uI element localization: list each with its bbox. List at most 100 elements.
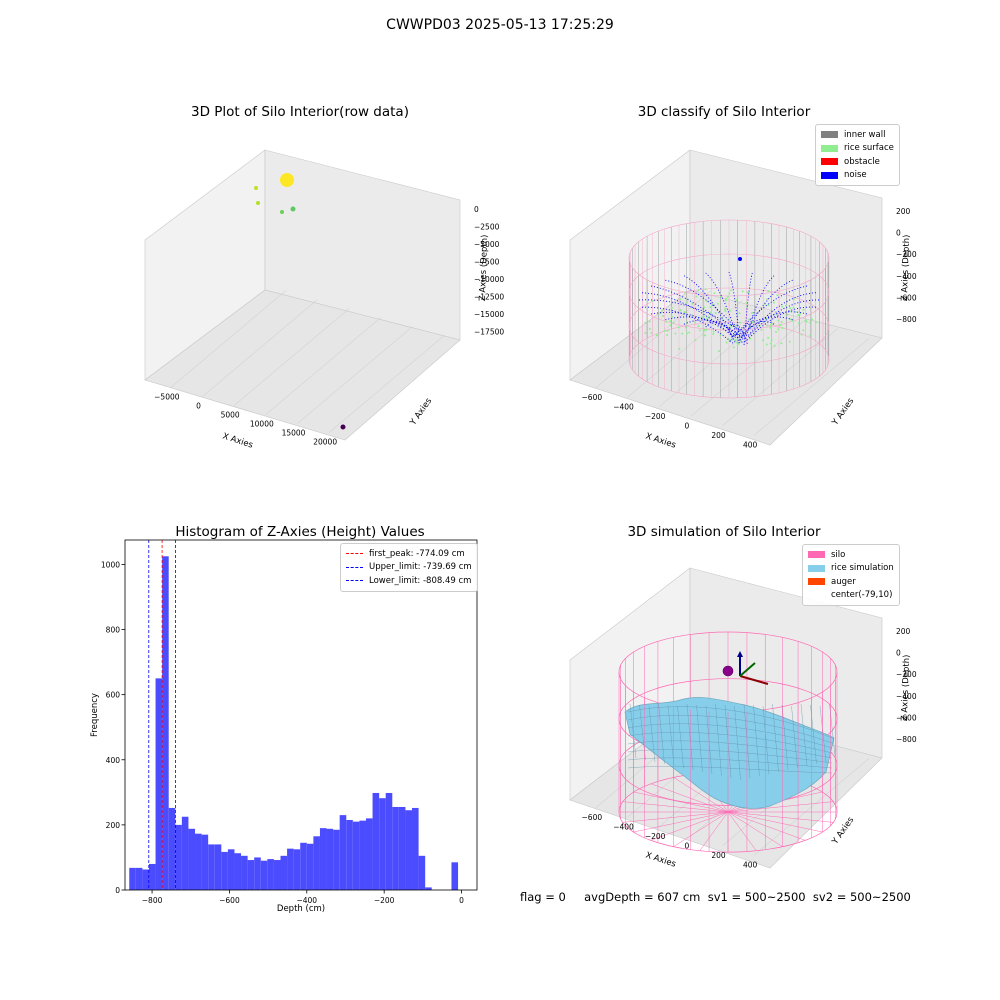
histogram-bar [241,855,248,890]
z-tick-label: −5000 [474,240,500,249]
mesh-line [627,723,833,749]
rice-point [779,324,782,327]
rice-point [661,309,664,312]
rice-point [741,290,744,293]
rice-point [672,321,675,324]
rice-point [677,326,680,329]
classify-legend: inner wall rice surface obstacle noise [815,124,900,186]
rice-point [725,297,728,300]
histogram-bars [129,556,459,890]
rice-point [670,306,673,309]
legend-label: inner wall [844,129,886,140]
grid-line [202,299,318,397]
noise-points [638,257,820,346]
rice-point [739,339,742,342]
rice-point [788,340,791,343]
legend-swatch [808,592,825,599]
reference-lines [148,540,176,890]
rice-point [738,312,741,315]
rice-point [804,319,807,322]
rice-point [684,291,687,294]
grid-line [297,326,413,424]
mesh-line [696,704,703,773]
z-tick-label: −600 [896,714,917,723]
rice-point [702,334,705,337]
histogram-bar [346,820,353,890]
rice-point [776,294,779,297]
histogram-bar [129,867,136,890]
rice-point [702,315,705,318]
histogram-bar [267,859,274,890]
rice-point [792,306,795,309]
x-tick-label: 200 [711,851,726,860]
histogram-bar [326,828,334,890]
rice-point [704,334,707,337]
histogram-bar [319,828,327,890]
x-tick-label: −200 [374,896,395,905]
noise-curve [638,299,748,336]
grid-line [754,338,870,436]
rice-point [770,339,773,342]
x-tick-labels: −5000 0 5000 10000 15000 20000 [154,393,337,447]
rice-point [686,332,689,335]
rice-point [773,301,776,304]
noise-curve [737,320,775,343]
x-tick-label: 0 [684,841,689,850]
rice-simulation-surface [624,697,835,809]
histogram-panel: −800 −600 −400 −200 0 0 200 400 600 800 1000 Dept… [90,539,478,914]
rice-point [797,322,800,325]
rice-point [671,315,674,318]
legend-item-inner-wall: inner wall [821,128,894,142]
legend-item-auger: auger [808,575,894,589]
rice-point [777,328,780,331]
mesh-line [648,705,656,763]
y-tick-label: 0 [115,886,120,895]
histogram-bar [418,855,426,890]
z-tick-label: −400 [896,272,917,281]
grid-line [627,300,743,398]
histogram-bar [221,851,228,890]
rice-point [726,295,729,298]
rice-point [709,311,712,314]
legend-swatch [821,144,838,152]
p2-zlabel: Z Axies (Depth) [900,234,912,301]
rice-point [697,325,700,328]
mesh-line [772,703,779,773]
simulation-legend: silo rice simulation auger center(-79,10… [802,544,900,606]
rice-point [811,318,814,321]
histogram-bar [247,860,255,890]
rice-point [767,336,770,339]
z-tick-label: −2500 [474,222,500,231]
histogram-bar [412,807,419,890]
histogram-bar [208,844,215,890]
rice-point [704,288,707,291]
histogram-bar [234,853,242,890]
noise-curve [730,316,793,339]
noise-curve [745,306,816,342]
noise-curve [705,320,733,337]
x-tick-label: −800 [142,896,163,905]
legend-label: obstacle [844,156,880,167]
rice-point [666,329,669,332]
legend-label: noise [844,170,867,181]
grid-line [170,290,286,388]
histogram-bar [214,844,222,890]
wall-ring [628,287,830,365]
rice-point [809,334,812,337]
rice-point [732,346,735,349]
rice-point [695,295,698,298]
z-tick-label: −200 [896,670,917,679]
p3-xlabel: Depth (cm) [277,904,325,914]
rice-point [686,301,689,304]
legend-item-obstacle: obstacle [821,155,894,169]
legend-label: center(-79,10) [831,590,893,601]
rice-point [662,314,665,317]
histogram-bar [359,820,366,890]
x-tick-label: 0 [684,421,689,430]
histogram-bar [300,842,307,890]
histogram-bar [392,806,399,890]
rice-point [655,334,658,337]
x-tick-label: −600 [219,896,240,905]
x-ticks: −800 −600 −400 −200 0 [142,890,464,905]
